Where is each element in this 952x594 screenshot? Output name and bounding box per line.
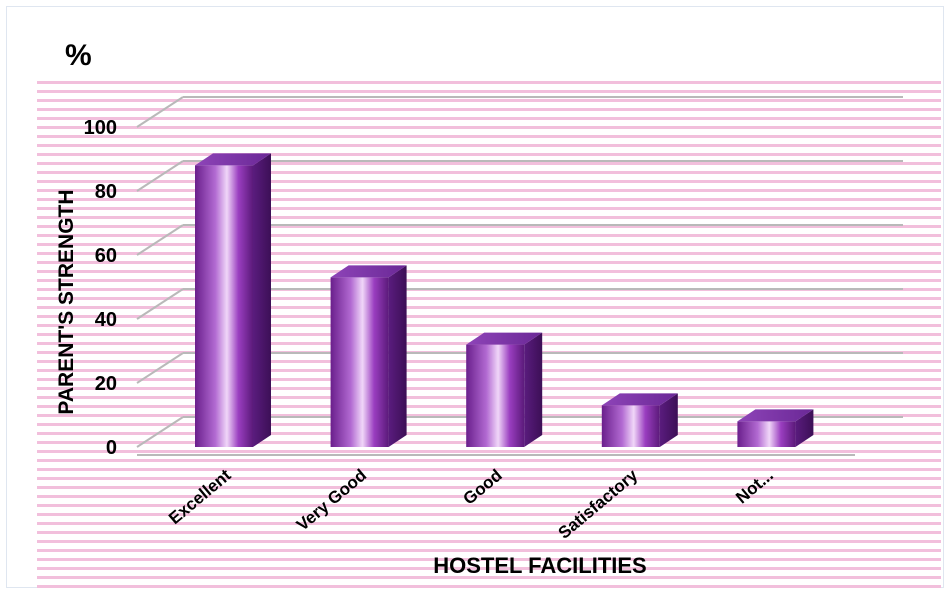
stripe [37,243,941,246]
stripe [37,513,941,516]
stripe [37,531,941,534]
stripe [37,450,941,453]
stripe [37,135,941,138]
stripe [37,306,941,309]
stripe [37,108,941,111]
grid [136,96,903,456]
y-tick-label: 20 [95,373,117,395]
gridline [136,96,903,128]
stripe [37,297,941,300]
y-tick-label: 80 [95,181,117,203]
y-tick-label: 0 [106,437,117,459]
bar [737,409,814,447]
stripe [37,585,941,588]
stripe [37,504,941,507]
stripe [37,81,941,84]
stripe [37,117,941,120]
bar [195,153,271,447]
stripe [37,261,941,264]
stripe [37,180,941,183]
stripe [37,549,941,552]
stripe [37,234,941,237]
stripe [37,198,941,201]
stripe [37,144,941,147]
bar [601,393,678,447]
gridline [136,352,903,384]
bars [195,153,814,447]
bar [466,332,543,447]
stripe [37,567,941,570]
stripe [37,207,941,210]
stripe [37,171,941,174]
stripe [37,576,941,579]
stripe [37,225,941,228]
stripe [37,189,941,192]
y-axis-title: PARENT'S STRENGTH [55,189,78,414]
stripe [37,216,941,219]
stripe [37,90,941,93]
stripe [37,486,941,489]
y-tick-label: 40 [95,309,117,331]
unit-label: % [65,39,92,72]
bar [330,265,407,447]
stripe [37,477,941,480]
stripe [37,279,941,282]
stripe [37,459,941,462]
y-tick-label: 60 [95,245,117,267]
stripe [37,153,941,156]
stripe [37,558,941,561]
stripe [37,252,941,255]
gridline [136,224,903,256]
y-tick-labels: 0 20 40 60 80 100 [84,117,117,459]
chart-frame: 0 20 40 60 80 100 Excellent Very Good Good Satis… [6,6,944,588]
stripe [37,324,941,327]
stripe [37,540,941,543]
stripe [37,126,941,129]
y-tick-label: 100 [84,117,117,139]
x-axis-title: HOSTEL FACILITIES [433,553,647,578]
gridline [136,160,903,192]
stripe [37,99,941,102]
stripe [37,162,941,165]
stripe [37,468,941,471]
stripe [37,315,941,318]
stripe [37,270,941,273]
stripe [37,495,941,498]
stripe [37,522,941,525]
gridline [136,288,903,320]
